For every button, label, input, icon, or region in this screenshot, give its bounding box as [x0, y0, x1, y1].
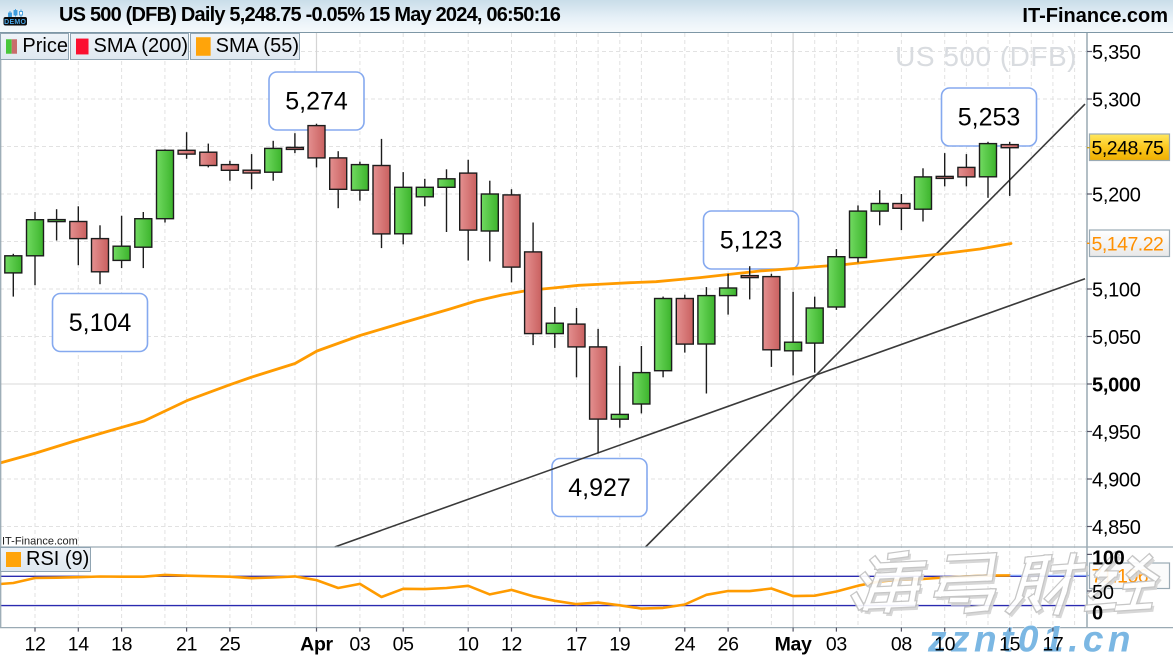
- svg-text:US 500 (DFB): US 500 (DFB): [895, 41, 1077, 72]
- svg-text:5,100: 5,100: [1092, 279, 1141, 301]
- svg-text:5,104: 5,104: [69, 309, 132, 337]
- svg-text:5,350: 5,350: [1092, 42, 1141, 64]
- svg-text:10: 10: [458, 634, 480, 656]
- svg-text:19: 19: [609, 634, 630, 656]
- svg-text:26: 26: [718, 634, 739, 656]
- svg-text:05: 05: [393, 634, 415, 656]
- svg-text:10: 10: [934, 634, 956, 656]
- svg-text:12: 12: [24, 634, 45, 656]
- svg-text:4,850: 4,850: [1092, 517, 1141, 539]
- svg-text:08: 08: [891, 634, 912, 656]
- svg-text:17: 17: [566, 634, 587, 656]
- svg-text:18: 18: [111, 634, 132, 656]
- svg-text:5,123: 5,123: [720, 227, 783, 255]
- svg-text:zznt01.cn: zznt01.cn: [927, 619, 1135, 660]
- svg-text:50: 50: [1092, 582, 1114, 604]
- svg-text:17: 17: [1042, 634, 1063, 656]
- svg-text:25: 25: [219, 634, 241, 656]
- svg-text:14: 14: [68, 634, 90, 656]
- svg-text:4,927: 4,927: [568, 474, 631, 502]
- svg-text:IT-Finance.com: IT-Finance.com: [2, 536, 78, 548]
- svg-text:5,200: 5,200: [1092, 184, 1141, 206]
- svg-text:5,253: 5,253: [958, 104, 1021, 132]
- svg-text:100: 100: [1092, 548, 1125, 570]
- svg-text:21: 21: [176, 634, 197, 656]
- svg-text:5,050: 5,050: [1092, 327, 1141, 349]
- svg-text:15: 15: [999, 634, 1021, 656]
- svg-text:5,000: 5,000: [1092, 374, 1141, 396]
- svg-text:5,147.22: 5,147.22: [1092, 234, 1164, 256]
- svg-text:0: 0: [1092, 603, 1103, 625]
- svg-text:4,950: 4,950: [1092, 422, 1141, 444]
- svg-text:4,900: 4,900: [1092, 469, 1141, 491]
- svg-text:5,300: 5,300: [1092, 89, 1141, 111]
- svg-text:03: 03: [349, 634, 370, 656]
- svg-text:03: 03: [826, 634, 847, 656]
- svg-text:May: May: [775, 634, 812, 656]
- svg-text:5,274: 5,274: [285, 88, 348, 116]
- svg-text:DEMO: DEMO: [4, 19, 26, 26]
- svg-text:5,248.75: 5,248.75: [1092, 138, 1165, 160]
- svg-text:12: 12: [501, 634, 522, 656]
- svg-text:24: 24: [674, 634, 696, 656]
- svg-text:Apr: Apr: [300, 634, 333, 656]
